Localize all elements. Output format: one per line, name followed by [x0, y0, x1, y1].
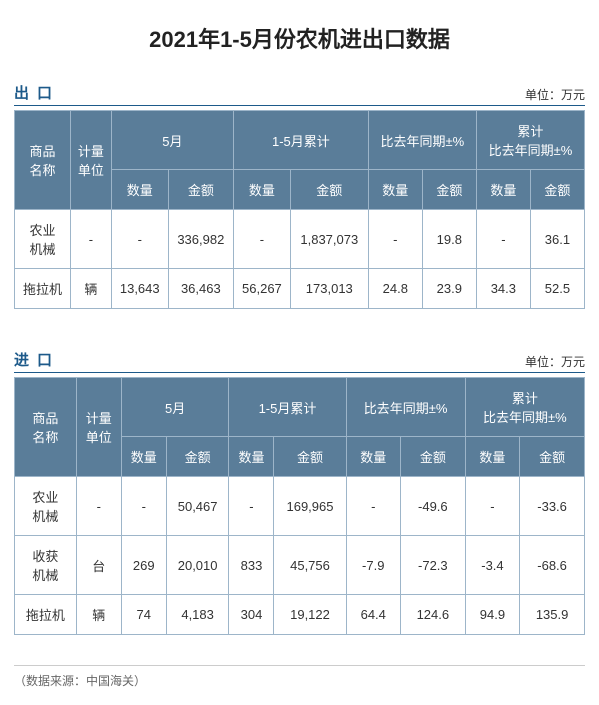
- cell-product: 农业机械: [15, 477, 77, 536]
- cell-yoycum-qty: -: [465, 477, 520, 536]
- col-amt: 金额: [401, 437, 466, 477]
- export-section-head: 出口 单位：万元: [14, 82, 585, 106]
- table-row: 收获机械台26920,01083345,756-7.9-72.3-3.4-68.…: [15, 536, 585, 595]
- col-month: 5月: [111, 111, 233, 170]
- import-label: 进口: [14, 349, 60, 370]
- import-table: 商品名称 计量单位 5月 1-5月累计 比去年同期±% 累计比去年同期±% 数量…: [14, 377, 585, 635]
- cell-ytd-amt: 169,965: [274, 477, 346, 536]
- table-row: 农业机械--50,467-169,965--49.6--33.6: [15, 477, 585, 536]
- col-measure: 计量单位: [76, 378, 121, 477]
- cell-yoy-amt: -72.3: [401, 536, 466, 595]
- col-measure: 计量单位: [70, 111, 111, 210]
- cell-yoycum-qty: -: [476, 210, 530, 269]
- col-qty: 数量: [233, 170, 290, 210]
- cell-yoycum-qty: 34.3: [476, 269, 530, 309]
- col-amt: 金额: [422, 170, 476, 210]
- cell-product: 收获机械: [15, 536, 77, 595]
- cell-yoy-amt: -49.6: [401, 477, 466, 536]
- cell-measure: -: [70, 210, 111, 269]
- cell-measure: -: [76, 477, 121, 536]
- col-ytd: 1-5月累计: [233, 111, 368, 170]
- cell-ytd-amt: 173,013: [290, 269, 368, 309]
- col-yoy: 比去年同期±%: [368, 111, 476, 170]
- cell-measure: 辆: [76, 595, 121, 635]
- col-qty: 数量: [121, 437, 166, 477]
- cell-yoycum-amt: -33.6: [520, 477, 585, 536]
- cell-month-qty: -: [121, 477, 166, 536]
- cell-ytd-amt: 1,837,073: [290, 210, 368, 269]
- col-amt: 金额: [274, 437, 346, 477]
- cell-yoy-amt: 124.6: [401, 595, 466, 635]
- cell-month-amt: 50,467: [166, 477, 229, 536]
- cell-month-qty: 74: [121, 595, 166, 635]
- col-product: 商品名称: [15, 111, 71, 210]
- cell-yoy-qty: -: [346, 477, 401, 536]
- cell-yoycum-amt: 135.9: [520, 595, 585, 635]
- export-table: 商品名称 计量单位 5月 1-5月累计 比去年同期±% 累计比去年同期±% 数量…: [14, 110, 585, 309]
- col-ytd: 1-5月累计: [229, 378, 346, 437]
- export-unit: 单位：万元: [525, 86, 585, 103]
- cell-product: 农业机械: [15, 210, 71, 269]
- cell-measure: 辆: [70, 269, 111, 309]
- cell-yoy-qty: 24.8: [368, 269, 422, 309]
- page-title: 2021年1-5月份农机进出口数据: [14, 22, 585, 54]
- import-section-head: 进口 单位：万元: [14, 349, 585, 373]
- cell-ytd-qty: 304: [229, 595, 274, 635]
- import-unit: 单位：万元: [525, 353, 585, 370]
- cell-month-amt: 20,010: [166, 536, 229, 595]
- table-row: 农业机械--336,982-1,837,073-19.8-36.1: [15, 210, 585, 269]
- cell-yoycum-qty: -3.4: [465, 536, 520, 595]
- cell-ytd-qty: 833: [229, 536, 274, 595]
- cell-month-amt: 36,463: [168, 269, 233, 309]
- col-qty: 数量: [111, 170, 168, 210]
- data-source: （数据来源：中国海关）: [14, 665, 585, 689]
- cell-month-amt: 4,183: [166, 595, 229, 635]
- cell-yoy-qty: -: [368, 210, 422, 269]
- cell-yoycum-amt: 36.1: [530, 210, 584, 269]
- export-label: 出口: [14, 82, 60, 103]
- col-qty: 数量: [476, 170, 530, 210]
- cell-yoy-qty: -7.9: [346, 536, 401, 595]
- col-yoy-cum: 累计比去年同期±%: [476, 111, 584, 170]
- cell-ytd-amt: 45,756: [274, 536, 346, 595]
- col-yoy: 比去年同期±%: [346, 378, 465, 437]
- col-yoy-cum: 累计比去年同期±%: [465, 378, 584, 437]
- col-product: 商品名称: [15, 378, 77, 477]
- cell-ytd-amt: 19,122: [274, 595, 346, 635]
- cell-yoy-amt: 19.8: [422, 210, 476, 269]
- cell-month-qty: 269: [121, 536, 166, 595]
- cell-yoycum-amt: -68.6: [520, 536, 585, 595]
- cell-measure: 台: [76, 536, 121, 595]
- cell-month-amt: 336,982: [168, 210, 233, 269]
- col-qty: 数量: [346, 437, 401, 477]
- col-qty: 数量: [229, 437, 274, 477]
- cell-product: 拖拉机: [15, 269, 71, 309]
- col-amt: 金额: [168, 170, 233, 210]
- col-amt: 金额: [290, 170, 368, 210]
- cell-yoycum-qty: 94.9: [465, 595, 520, 635]
- cell-product: 拖拉机: [15, 595, 77, 635]
- cell-month-qty: -: [111, 210, 168, 269]
- cell-yoy-amt: 23.9: [422, 269, 476, 309]
- col-month: 5月: [121, 378, 229, 437]
- cell-ytd-qty: -: [229, 477, 274, 536]
- cell-ytd-qty: 56,267: [233, 269, 290, 309]
- cell-yoycum-amt: 52.5: [530, 269, 584, 309]
- table-row: 拖拉机辆13,64336,46356,267173,01324.823.934.…: [15, 269, 585, 309]
- table-row: 拖拉机辆744,18330419,12264.4124.694.9135.9: [15, 595, 585, 635]
- col-amt: 金额: [166, 437, 229, 477]
- cell-ytd-qty: -: [233, 210, 290, 269]
- col-amt: 金额: [530, 170, 584, 210]
- col-qty: 数量: [465, 437, 520, 477]
- col-qty: 数量: [368, 170, 422, 210]
- cell-month-qty: 13,643: [111, 269, 168, 309]
- col-amt: 金额: [520, 437, 585, 477]
- cell-yoy-qty: 64.4: [346, 595, 401, 635]
